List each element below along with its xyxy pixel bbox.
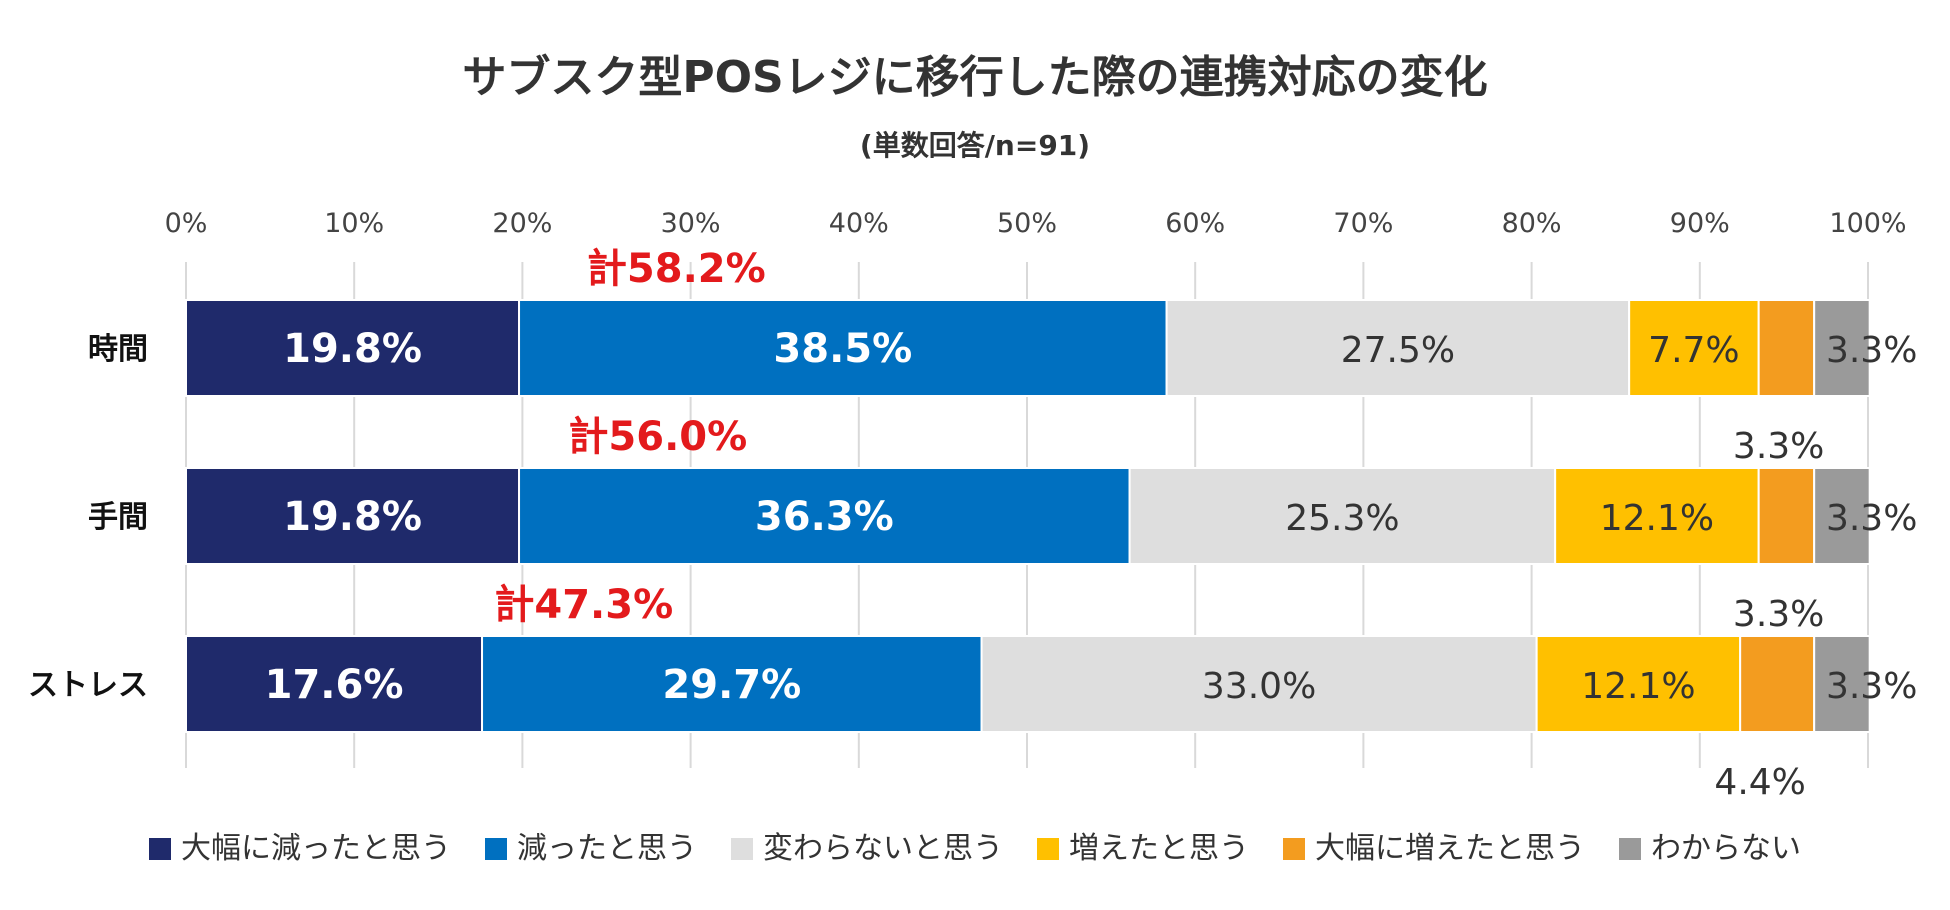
x-tick-label: 50% — [997, 208, 1057, 239]
legend: 大幅に減ったと思う 減ったと思う 変わらないと思う 増えたと思う 大幅に増えたと思う わか… — [149, 831, 1801, 866]
legend-swatch — [1619, 838, 1641, 860]
data-label: 3.3% — [1826, 498, 1917, 539]
bar-segment — [1739, 635, 1816, 733]
data-label: 4.4% — [1714, 762, 1805, 803]
data-label: 7.7% — [1648, 330, 1739, 371]
x-tick-label: 90% — [1670, 208, 1730, 239]
x-tick-label: 70% — [1333, 208, 1393, 239]
x-tick-label: 20% — [492, 208, 552, 239]
chart-title: サブスク型POSレジに移行した際の連携対応の変化 — [462, 52, 1487, 103]
data-label: 29.7% — [662, 662, 801, 708]
bar-segment — [1757, 467, 1816, 565]
bar-segment — [980, 635, 1538, 733]
x-tick-label: 60% — [1165, 208, 1225, 239]
data-label: 12.1% — [1600, 498, 1714, 539]
data-label: 27.5% — [1341, 330, 1455, 371]
data-label: 25.3% — [1285, 498, 1399, 539]
x-tick-label: 10% — [324, 208, 384, 239]
bar-segment — [1535, 635, 1742, 733]
bar-segment — [1554, 467, 1760, 565]
x-tick-label: 30% — [661, 208, 721, 239]
data-label: 36.3% — [755, 494, 894, 540]
bar-segment — [1628, 299, 1760, 397]
data-label: 3.3% — [1733, 426, 1824, 467]
total-label: 計56.0% — [568, 414, 747, 460]
bar-segment — [1757, 299, 1816, 397]
x-tick-label: 80% — [1502, 208, 1562, 239]
data-label: 17.6% — [265, 662, 404, 708]
total-label: 計58.2% — [587, 246, 766, 292]
chart-subtitle: (単数回答/n=91) — [860, 129, 1090, 162]
legend-swatch — [1283, 838, 1305, 860]
x-tick-label: 100% — [1829, 208, 1906, 239]
total-label: 計47.3% — [494, 582, 673, 628]
bar-segment — [185, 635, 484, 733]
category-label: 手間 — [88, 500, 148, 535]
bar-segment — [185, 467, 521, 565]
bar-segment — [1813, 467, 1871, 565]
category-label: ストレス — [28, 668, 148, 703]
legend-swatch — [731, 838, 753, 860]
data-label: 19.8% — [283, 326, 422, 372]
data-label: 12.1% — [1581, 666, 1695, 707]
bars: 19.8% 38.5% 27.5% 7.7%3.3%3.3%19.8% 36.3% 25.… — [185, 299, 1917, 803]
bar-segment — [1165, 299, 1631, 397]
data-label: 3.3% — [1826, 330, 1917, 371]
bar-segment — [185, 299, 521, 397]
bar-segment — [1813, 635, 1871, 733]
bar-segment — [518, 467, 1131, 565]
bar-segment — [518, 299, 1168, 397]
legend-label: 減ったと思う — [517, 831, 697, 866]
legend-label: 大幅に減ったと思う — [181, 831, 451, 866]
data-label: 38.5% — [773, 326, 912, 372]
data-label: 3.3% — [1826, 666, 1917, 707]
legend-label: 大幅に増えたと思う — [1315, 831, 1585, 866]
bar-segment — [481, 635, 983, 733]
data-label: 3.3% — [1733, 594, 1824, 635]
legend-swatch — [149, 838, 171, 860]
x-axis-ticks: 0% 10% 20% 30% 40% 50% 60% 70% 80% 90% 100% — [165, 208, 1907, 239]
data-label: 19.8% — [283, 494, 422, 540]
legend-label: 増えたと思う — [1069, 831, 1249, 866]
legend-swatch — [1037, 838, 1059, 860]
legend-label: 変わらないと思う — [763, 831, 1003, 866]
category-label: 時間 — [88, 332, 148, 367]
x-tick-label: 40% — [829, 208, 889, 239]
data-label: 33.0% — [1202, 666, 1316, 707]
legend-label: わからない — [1651, 831, 1801, 866]
total-labels: 計58.2% 計56.0% 計47.3% — [494, 246, 765, 628]
x-tick-label: 0% — [165, 208, 208, 239]
bar-segment — [1813, 299, 1871, 397]
legend-swatch — [485, 838, 507, 860]
